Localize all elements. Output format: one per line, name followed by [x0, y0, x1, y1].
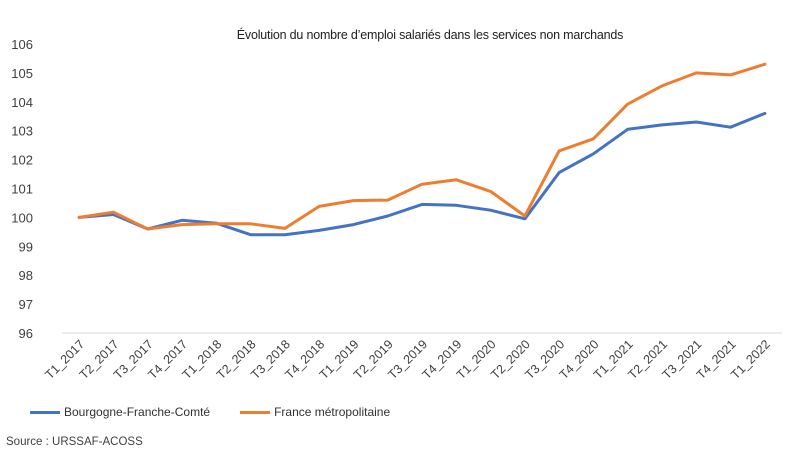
y-tick-label: 98 [19, 268, 33, 283]
legend-label-bourgogne: Bourgogne-Franche-Comté [64, 405, 211, 419]
y-tick-label: 96 [19, 326, 33, 341]
legend-label-france: France métropolitaine [274, 405, 391, 419]
y-tick-label: 103 [11, 124, 33, 139]
x-axis-ticks: T1_2017T2_2017T3_2017T4_2017T1_2018T2_20… [42, 337, 773, 382]
y-tick-label: 101 [11, 182, 33, 197]
y-tick-label: 102 [11, 153, 33, 168]
line-chart: 96 97 98 99 100 101 102 103 104 105 106 T1_2017T2_… [11, 37, 782, 382]
y-tick-label: 99 [19, 239, 33, 254]
y-tick-label: 106 [11, 37, 33, 52]
legend-swatch-bourgogne [30, 410, 60, 414]
legend: Bourgogne-Franche-Comté France métropoli… [30, 405, 420, 419]
legend-item-france: France métropolitaine [240, 405, 390, 419]
y-tick-label: 97 [19, 297, 33, 312]
y-tick-label: 104 [11, 95, 33, 110]
y-tick-label: 105 [11, 66, 33, 81]
legend-swatch-france [240, 410, 271, 414]
y-axis-ticks: 96 97 98 99 100 101 102 103 104 105 106 [11, 37, 33, 341]
series-line-0 [77, 111, 767, 237]
source-note: Source : URSSAF-ACOSS [6, 436, 143, 448]
y-tick-label: 100 [11, 210, 33, 225]
chart-title: Évolution du nombre d’emploi salariés da… [236, 28, 624, 42]
series-layer [77, 62, 767, 237]
legend-item-bourgogne: Bourgogne-Franche-Comté [30, 405, 210, 419]
